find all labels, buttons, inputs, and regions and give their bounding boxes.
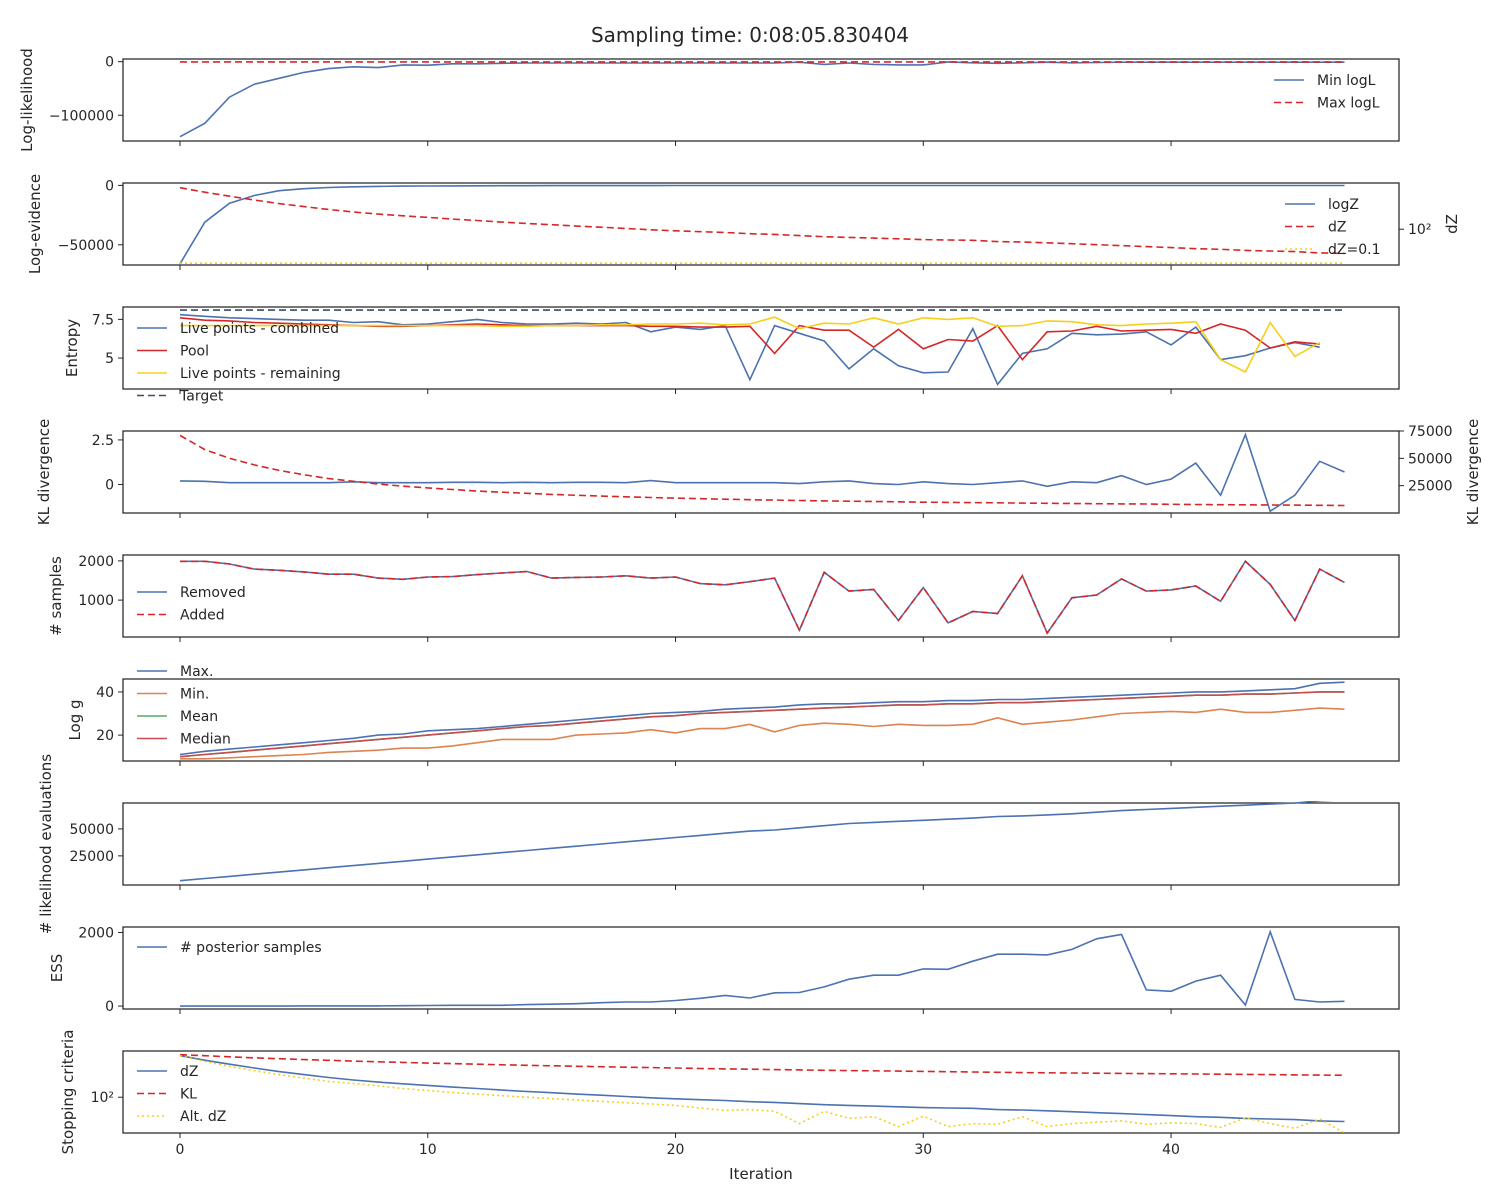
panel-1: −100000 0 Log-likelihood Min logL Max logL [18,48,1400,152]
series-line-min- [180,707,1345,760]
y-tick-label: 40 [96,685,114,701]
panel-3: 5 7.5 Entropy Live points - combined Pool Liv… [63,306,1400,405]
series-line-kl [179,432,1345,513]
y-tick-label: −100000 [49,108,114,124]
panel-2: −50000 0 10² Log-evidence dZ logZ dZ dZ=0.1 [26,174,1461,274]
x-tick-label: 20 [667,1142,685,1158]
y-axis-label: Entropy [63,319,81,377]
legend-label: Pool [180,344,209,360]
series-line-min-logl [179,61,1345,138]
plot-frame [122,1050,1400,1134]
y-tick-label: 2000 [78,926,114,942]
y-tick-label: 2000 [78,554,114,570]
panel-8: 0 2000 ESS # posterior samples [48,926,1400,1015]
legend-label: logZ [1328,197,1359,213]
legend-label: Min logL [1317,73,1376,89]
y-axis-label: ESS [48,954,66,983]
plot-frame [122,182,1400,266]
legend-label: Live points - combined [180,321,339,337]
y-tick-label: 0 [105,178,114,194]
right-tick-label: 50000 [1408,451,1453,467]
y-tick-label: 1000 [78,593,114,609]
y-axis-label: Log g [66,699,84,740]
series-line-added [180,560,1345,635]
panel-4: 0 2.5 25000 50000 75000 KL divergence KL diver… [35,419,1482,525]
right-axis-label: dZ [1443,214,1461,234]
x-tick-label: 10 [419,1142,437,1158]
series-line-logz [179,184,1345,265]
legend-label: Target [179,389,224,405]
x-tick-label: 40 [1162,1142,1180,1158]
x-axis-label: Iteration [729,1165,793,1183]
legend-label: dZ=0.1 [1328,242,1380,258]
legend-label: Added [180,608,225,624]
legend-label: Mean [180,709,218,725]
y-tick-label: 25000 [69,849,114,865]
legend-label: dZ [1328,220,1346,236]
series-line-median [179,691,1345,758]
series-line-live-points-combined [179,313,1320,386]
plot-frame [122,802,1400,886]
plot-frame [122,678,1400,762]
legend-label: Median [180,732,231,748]
legend-label: Min. [180,687,209,703]
series-line-alt-dz [179,1054,1345,1134]
legend-label: Max. [180,664,213,680]
series-line-kl-divergence [179,434,1345,507]
plot-frame [122,554,1400,638]
y-axis-label: KL divergence [35,419,53,525]
y-tick-label: 10² [91,1090,114,1106]
series-line-mean [179,691,1345,758]
x-tick-label: 0 [176,1142,185,1158]
series-line-dz [179,186,1345,255]
y-axis-label: # samples [47,556,65,636]
panel-9: 10² 0 10 20 30 40 Stopping criteria dZ KL Alt. dZ [59,1030,1400,1158]
legend-label: Removed [180,585,246,601]
legend-label: Max logL [1317,96,1380,112]
y-tick-label: 2.5 [92,433,114,449]
right-axis-label: KL divergence [1464,419,1482,525]
legend-label: Live points - remaining [180,366,341,382]
plot-frame [122,58,1400,142]
panel-5: 1000 2000 # samples Removed Added [47,554,1400,642]
legend-label: # posterior samples [180,940,322,956]
series-line-kl [179,1053,1345,1076]
series-line-likelihood-evaluations [179,801,1335,882]
y-axis-label: # likelihood evaluations [37,754,55,934]
series-line-max- [179,681,1345,756]
plot-frame [122,430,1400,514]
panel-6: 20 40 Log g Max. Min. Mean Median [66,664,1400,766]
legend-label: dZ [180,1064,198,1080]
y-axis-label: Stopping criteria [59,1030,77,1155]
figure-title: Sampling time: 0:08:05.830404 [591,23,909,47]
series-line-live-points-remaining [180,316,1321,374]
x-tick-label: 30 [914,1142,932,1158]
y-tick-label: 5 [105,351,114,367]
y-tick-label: 20 [96,728,114,744]
y-tick-label: −50000 [58,238,114,254]
series-line-removed [180,560,1345,635]
right-tick-label: 10² [1408,222,1431,238]
legend-label: Alt. dZ [180,1109,226,1125]
y-axis-label: Log-likelihood [18,48,36,152]
legend-label: KL [180,1087,197,1103]
y-axis-label: Log-evidence [26,174,44,274]
series-line--posterior-samples [180,929,1345,1007]
y-tick-label: 0 [105,55,114,71]
plot-frame [122,306,1400,390]
y-tick-label: 50000 [69,822,114,838]
y-tick-label: 0 [105,477,114,493]
panel-7: 25000 50000 # likelihood evaluations [37,754,1400,934]
series-line-dz [179,1054,1345,1123]
right-tick-label: 25000 [1408,479,1453,495]
y-tick-label: 7.5 [92,312,114,328]
plot-frame [122,926,1400,1010]
right-tick-label: 75000 [1408,424,1453,440]
y-tick-label: 0 [105,999,114,1015]
